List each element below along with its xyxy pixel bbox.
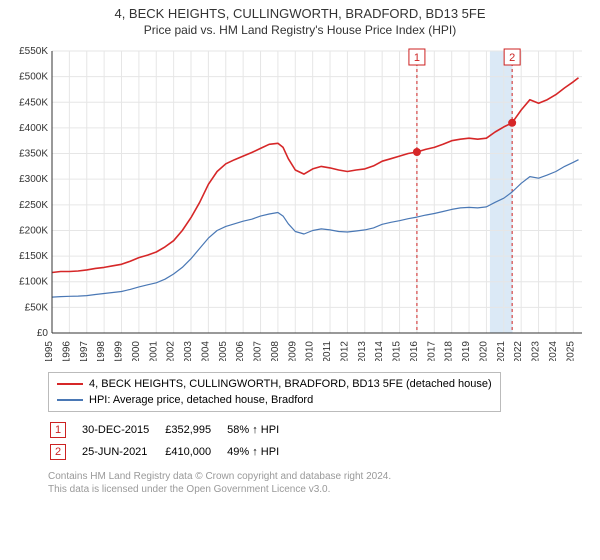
svg-text:2009: 2009: [287, 341, 298, 361]
svg-text:2001: 2001: [148, 341, 159, 361]
event-delta: 49% ↑ HPI: [227, 442, 293, 462]
footer-line: Contains HM Land Registry data © Crown c…: [48, 470, 592, 483]
svg-text:1997: 1997: [79, 341, 90, 361]
svg-text:2000: 2000: [131, 341, 142, 361]
svg-text:£350K: £350K: [19, 149, 48, 160]
svg-text:2010: 2010: [305, 341, 316, 361]
legend-item: HPI: Average price, detached house, Brad…: [57, 392, 492, 408]
legend-label: HPI: Average price, detached house, Brad…: [89, 392, 313, 408]
legend-swatch: [57, 399, 83, 401]
svg-text:2008: 2008: [270, 341, 281, 361]
svg-text:2007: 2007: [253, 341, 264, 361]
svg-text:1999: 1999: [114, 341, 125, 361]
event-date: 25-JUN-2021: [82, 442, 163, 462]
footer-attribution: Contains HM Land Registry data © Crown c…: [48, 470, 592, 496]
svg-text:£150K: £150K: [19, 251, 48, 262]
svg-text:2012: 2012: [339, 341, 350, 361]
page-title: 4, BECK HEIGHTS, CULLINGWORTH, BRADFORD,…: [8, 6, 592, 21]
svg-text:2021: 2021: [496, 341, 507, 361]
event-date: 30-DEC-2015: [82, 420, 163, 440]
svg-text:2016: 2016: [409, 341, 420, 361]
svg-text:1: 1: [414, 52, 420, 64]
svg-text:2023: 2023: [531, 341, 542, 361]
svg-text:£250K: £250K: [19, 200, 48, 211]
event-price: £410,000: [165, 442, 225, 462]
svg-text:2011: 2011: [322, 341, 333, 361]
svg-text:1995: 1995: [44, 341, 55, 361]
svg-text:2018: 2018: [444, 341, 455, 361]
svg-text:1996: 1996: [61, 341, 72, 361]
footer-line: This data is licensed under the Open Gov…: [48, 483, 592, 496]
svg-text:2006: 2006: [235, 341, 246, 361]
svg-text:2003: 2003: [183, 341, 194, 361]
table-row: 1 30-DEC-2015 £352,995 58% ↑ HPI: [50, 420, 293, 440]
svg-text:2013: 2013: [357, 341, 368, 361]
svg-text:2: 2: [509, 52, 515, 64]
legend-swatch: [57, 383, 83, 385]
svg-text:£450K: £450K: [19, 97, 48, 108]
svg-text:£0: £0: [37, 328, 49, 339]
legend-item: 4, BECK HEIGHTS, CULLINGWORTH, BRADFORD,…: [57, 376, 492, 392]
svg-text:£50K: £50K: [25, 302, 49, 313]
event-badge: 2: [50, 444, 66, 460]
svg-text:1998: 1998: [96, 341, 107, 361]
svg-text:2004: 2004: [200, 341, 211, 361]
svg-text:£300K: £300K: [19, 174, 48, 185]
svg-text:£500K: £500K: [19, 72, 48, 83]
svg-text:2014: 2014: [374, 341, 385, 361]
legend: 4, BECK HEIGHTS, CULLINGWORTH, BRADFORD,…: [48, 372, 501, 412]
svg-text:£550K: £550K: [19, 46, 48, 57]
price-chart: £0 £50K £100K £150K £200K £250K £300K £350K £400…: [8, 41, 592, 366]
events-table: 1 30-DEC-2015 £352,995 58% ↑ HPI 2 25-JU…: [48, 418, 295, 464]
event-delta: 58% ↑ HPI: [227, 420, 293, 440]
svg-text:2025: 2025: [565, 341, 576, 361]
svg-text:2002: 2002: [166, 341, 177, 361]
legend-label: 4, BECK HEIGHTS, CULLINGWORTH, BRADFORD,…: [89, 376, 492, 392]
svg-text:£400K: £400K: [19, 123, 48, 134]
svg-text:2005: 2005: [218, 341, 229, 361]
event-badge: 1: [50, 422, 66, 438]
svg-text:2017: 2017: [426, 341, 437, 361]
chart-svg: £0 £50K £100K £150K £200K £250K £300K £350K £400…: [8, 41, 588, 361]
svg-text:2024: 2024: [548, 341, 559, 361]
table-row: 2 25-JUN-2021 £410,000 49% ↑ HPI: [50, 442, 293, 462]
svg-text:£200K: £200K: [19, 225, 48, 236]
event-price: £352,995: [165, 420, 225, 440]
page-subtitle: Price paid vs. HM Land Registry's House …: [8, 23, 592, 37]
svg-text:£100K: £100K: [19, 277, 48, 288]
svg-text:2022: 2022: [513, 341, 524, 361]
svg-text:2020: 2020: [478, 341, 489, 361]
svg-text:2015: 2015: [392, 341, 403, 361]
svg-text:2019: 2019: [461, 341, 472, 361]
